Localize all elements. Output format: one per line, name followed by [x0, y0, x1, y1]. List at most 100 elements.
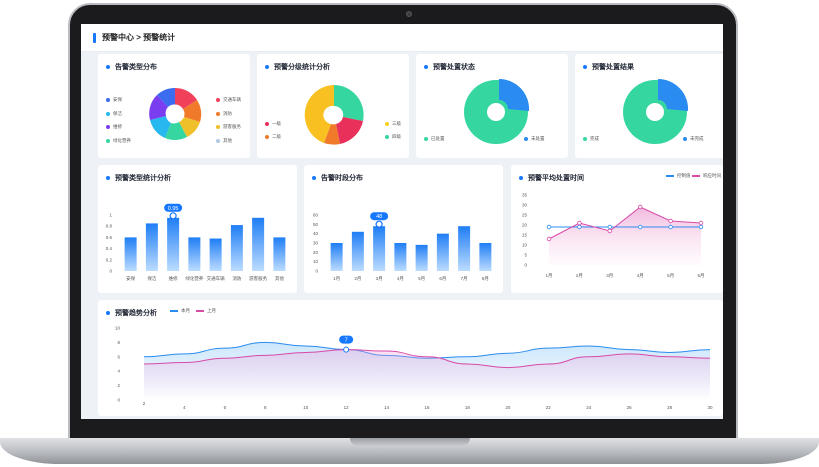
x-tick-label: 交通车辆 [207, 275, 225, 282]
x-tick-label: 8 [264, 405, 267, 410]
legend-item[interactable]: 交通车辆 [216, 97, 241, 103]
x-tick-label: 24 [586, 405, 592, 410]
bar[interactable] [252, 217, 265, 271]
title-dot [265, 65, 269, 69]
bar[interactable] [394, 243, 407, 271]
bar[interactable] [351, 231, 364, 271]
area-fill [144, 349, 710, 400]
card-title: 预警趋势分析 [106, 308, 157, 318]
bar[interactable] [373, 226, 386, 271]
card-avg-time: 预警平均处置时间 控制值 响应时间 0 5 10 15 20 25 30 35 1月 2月 3月 4月 5… [511, 165, 723, 293]
y-tick-label: 8 [117, 340, 120, 345]
y-tick-label: 1 [109, 213, 112, 218]
title-dot [106, 311, 110, 315]
legend-label: 未完成 [690, 136, 704, 141]
x-tick-label: 3月 [376, 276, 383, 282]
legend-label: 其他 [223, 137, 232, 143]
legend-item[interactable]: 保洁 [106, 111, 122, 117]
card-title-text: 预警趋势分析 [115, 310, 157, 317]
bar[interactable] [167, 217, 180, 271]
data-point[interactable] [668, 224, 673, 230]
camera-icon [406, 11, 412, 17]
legend-item[interactable]: 上月 [196, 308, 216, 314]
legend-label: 二级 [272, 134, 281, 139]
legend-dot [196, 310, 204, 312]
x-tick-label: 6 [224, 405, 227, 410]
card-title-text: 预警类型统计分析 [115, 175, 171, 182]
bar[interactable] [458, 226, 471, 271]
bar[interactable] [230, 225, 243, 271]
x-tick-label: 游客服务 [249, 275, 267, 282]
y-tick-label: 60 [313, 213, 319, 218]
data-point[interactable] [607, 228, 612, 234]
legend-item[interactable]: 控制值 [666, 173, 691, 179]
legend-item[interactable]: 本月 [170, 308, 190, 314]
legend-item[interactable]: 其他 [216, 138, 232, 144]
x-tick-label: 6月 [697, 273, 704, 279]
legend-item[interactable]: 未处置 [524, 136, 545, 142]
legend-item[interactable]: 完成 [583, 136, 599, 142]
y-tick-label: 20 [522, 223, 528, 228]
pie-chart [464, 78, 530, 144]
x-tick-label: 5月 [418, 276, 425, 282]
data-point[interactable] [546, 236, 552, 242]
bar[interactable] [209, 238, 222, 271]
breadcrumb-text[interactable]: 预警中心 > 预警统计 [102, 33, 176, 42]
card-time-distribution: 告警时段分布 0 10 20 30 40 50 60 1月 2月 3月 4月 5月 6月 7月 8月 48 [304, 165, 503, 293]
bar[interactable] [330, 243, 343, 271]
legend-label: 游客服务 [223, 124, 241, 129]
pie-slice [334, 85, 364, 121]
data-point[interactable] [546, 224, 552, 230]
legend-item[interactable]: 已处置 [424, 136, 445, 142]
pie-hole [487, 103, 505, 121]
x-tick-label: 4 [183, 405, 186, 410]
legend-item[interactable]: 四级 [385, 134, 401, 140]
data-point[interactable] [668, 218, 673, 224]
title-dot [583, 65, 587, 69]
bar[interactable] [415, 244, 428, 271]
bar[interactable] [273, 237, 286, 271]
legend-item[interactable]: 三级 [385, 121, 401, 127]
legend-item[interactable]: 未完成 [683, 136, 704, 142]
card-title-text: 预警平均处置时间 [528, 175, 584, 182]
legend-item[interactable]: 游客服务 [216, 124, 241, 130]
legend-item[interactable]: 二级 [265, 134, 281, 140]
legend-item[interactable]: 安保 [106, 97, 122, 103]
x-tick-label: 7月 [461, 276, 468, 282]
legend-item[interactable]: 一级 [265, 121, 281, 127]
card-title-text: 告警时段分布 [321, 175, 363, 182]
legend-item[interactable]: 消防 [216, 111, 232, 117]
data-point[interactable] [637, 204, 643, 210]
y-tick-label: 0.6 [106, 235, 113, 240]
data-point[interactable] [637, 224, 643, 230]
pie-chart [623, 78, 689, 144]
card-type-stats: 预警类型统计分析 0 0.2 0.4 0.6 0.8 1 安保 保洁 维修 绿化营养 交通车辆 消防 游… [98, 165, 297, 293]
bar[interactable] [436, 233, 449, 271]
laptop-notch [350, 438, 470, 446]
legend-item[interactable]: 响应时间 [692, 173, 721, 179]
y-tick-label: 10 [115, 326, 121, 331]
legend-label: 三级 [392, 121, 401, 126]
data-point[interactable] [698, 220, 704, 226]
y-tick-label: 10 [522, 243, 528, 248]
y-tick-label: 50 [313, 222, 319, 227]
data-point[interactable] [698, 224, 704, 230]
y-tick-label: 40 [313, 231, 319, 236]
legend-item[interactable]: 绿化营养 [106, 138, 131, 144]
breadcrumb: 预警中心 > 预警统计 [81, 24, 723, 52]
card-title-text: 预警处置状态 [433, 64, 475, 71]
bar[interactable] [479, 243, 492, 271]
data-point[interactable] [607, 224, 612, 230]
title-dot [106, 176, 110, 180]
bar[interactable] [124, 237, 137, 271]
dashboard-screen: 预警中心 > 预警统计 告警类型分布 安保 保洁 维修 绿化营养 交通车辆 消防 游客服务… [81, 24, 723, 419]
x-tick-label: 5月 [667, 273, 674, 279]
data-point[interactable] [577, 220, 582, 226]
legend-label: 响应时间 [703, 173, 721, 178]
data-point[interactable] [577, 224, 582, 230]
legend-label: 绿化营养 [113, 137, 131, 143]
bar[interactable] [145, 223, 158, 271]
legend-item[interactable]: 维修 [106, 124, 122, 130]
pie-slice [149, 95, 168, 120]
bar[interactable] [188, 237, 201, 271]
